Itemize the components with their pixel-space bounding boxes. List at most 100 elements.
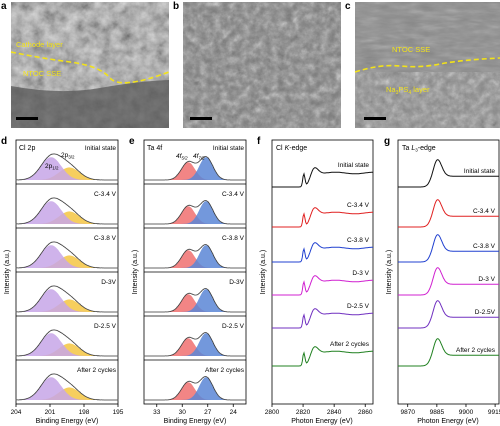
- data-point: [197, 382, 199, 384]
- data-point: [163, 267, 165, 269]
- data-point: [179, 215, 181, 217]
- data-point: [91, 222, 94, 224]
- x-tick-label: 201: [45, 409, 56, 416]
- data-point: [56, 285, 58, 287]
- data-point: [227, 223, 229, 225]
- data-point: [168, 311, 171, 313]
- data-point: [35, 215, 37, 217]
- data-point: [214, 214, 216, 216]
- state-label: D-2.5V: [475, 309, 496, 316]
- data-point: [117, 311, 119, 313]
- data-point: [61, 332, 63, 334]
- data-point: [145, 311, 148, 313]
- data-point: [86, 352, 88, 354]
- data-point: [204, 331, 206, 334]
- data-point: [91, 354, 94, 356]
- data-point: [56, 153, 58, 155]
- data-point: [94, 398, 96, 401]
- data-point: [53, 241, 55, 243]
- data-point: [181, 255, 183, 257]
- x-tick-label: 9885: [430, 409, 445, 416]
- data-point: [91, 266, 94, 268]
- data-point: [117, 267, 119, 269]
- data-point: [114, 179, 117, 181]
- data-point: [163, 179, 165, 181]
- data-point: [181, 299, 183, 301]
- data-point: [240, 355, 242, 357]
- data-point: [242, 223, 244, 225]
- data-point: [25, 398, 27, 400]
- data-point: [204, 199, 206, 202]
- data-point: [202, 333, 204, 335]
- data-point: [53, 153, 55, 155]
- data-point: [43, 160, 45, 162]
- fit-peak-2: [144, 245, 246, 268]
- data-point: [79, 347, 81, 349]
- data-point: [76, 169, 78, 171]
- series-line-4: [398, 267, 499, 296]
- data-point: [145, 399, 148, 401]
- data-point: [109, 223, 111, 225]
- data-point: [102, 267, 104, 269]
- data-point: [99, 399, 101, 401]
- data-point: [117, 355, 119, 357]
- data-point: [17, 223, 20, 225]
- data-point: [79, 215, 81, 217]
- data-point: [240, 267, 242, 269]
- data-point: [209, 204, 211, 206]
- data-point: [71, 252, 73, 254]
- state-label: D-3 V: [352, 270, 369, 277]
- data-point: [79, 303, 81, 305]
- data-point: [194, 382, 196, 384]
- xas-ta-l3edge-panel: Ta L3-edge Initial state C-3.4 V C-3.8 V D-…: [386, 139, 500, 425]
- data-point: [117, 179, 119, 181]
- panel-letter-g: g: [384, 136, 390, 147]
- data-point: [71, 164, 73, 166]
- state-label: Initial state: [338, 162, 369, 169]
- peak-label-2p3: 2p3/2: [61, 152, 75, 160]
- data-point: [235, 355, 237, 357]
- data-point: [191, 161, 193, 163]
- xps-ta4f-panel: Ta 4f Initial state C-3.4 V C-3.8 V D-3V D-2…: [132, 139, 247, 425]
- data-point: [217, 394, 219, 396]
- data-point: [186, 161, 188, 163]
- data-point: [81, 173, 83, 175]
- data-point: [63, 158, 66, 160]
- data-point: [86, 264, 88, 266]
- data-point: [245, 399, 247, 401]
- data-point: [114, 311, 117, 313]
- data-point: [30, 351, 32, 354]
- data-point: [143, 179, 145, 181]
- data-point: [151, 399, 153, 401]
- data-point: [17, 355, 20, 357]
- data-point: [15, 399, 17, 401]
- data-point: [84, 395, 86, 397]
- data-point: [197, 206, 199, 208]
- data-point: [166, 355, 168, 357]
- data-point: [240, 399, 242, 401]
- data-point: [66, 380, 68, 382]
- data-point: [86, 396, 88, 398]
- fit-peak-1: [144, 294, 246, 312]
- data-point: [199, 335, 201, 338]
- fit-peak-2: [16, 333, 118, 356]
- data-point: [158, 311, 160, 313]
- state-label: Initial state: [464, 168, 495, 175]
- data-point: [74, 386, 76, 388]
- data-point: [86, 308, 88, 310]
- data-point: [104, 311, 106, 313]
- data-point: [161, 179, 163, 181]
- data-point: [23, 310, 25, 312]
- data-point: [199, 291, 201, 294]
- data-point: [171, 178, 173, 180]
- data-point: [143, 399, 145, 401]
- data-point: [230, 267, 232, 269]
- data-point: [20, 355, 22, 357]
- data-point: [194, 294, 196, 296]
- data-point: [107, 179, 109, 181]
- state-label: Initial state: [213, 145, 244, 152]
- data-point: [217, 350, 219, 352]
- panel-letter-f: f: [257, 136, 261, 147]
- data-point: [76, 389, 78, 391]
- data-point: [194, 206, 196, 208]
